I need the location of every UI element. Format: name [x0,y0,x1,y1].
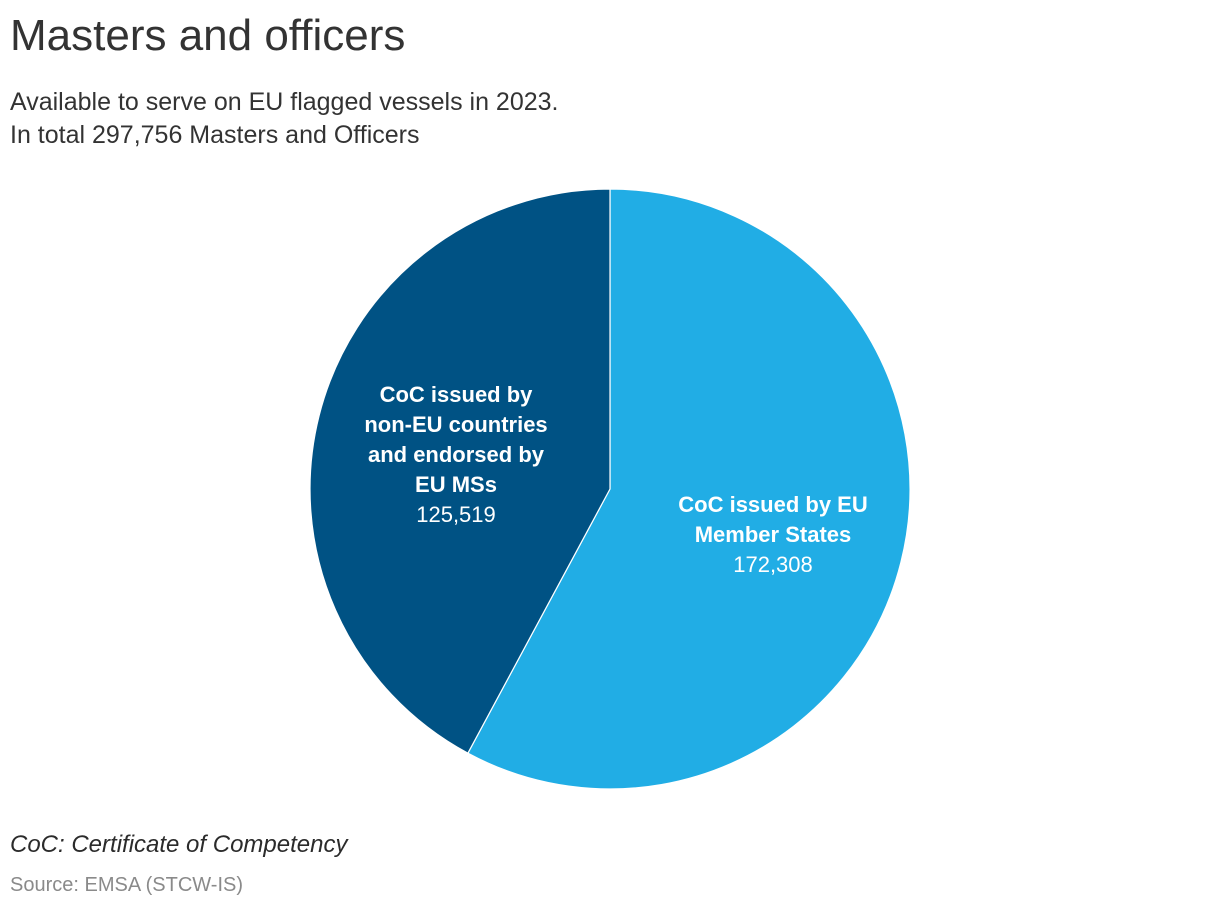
subtitle-line-1: Available to serve on EU flagged vessels… [10,88,559,116]
slice-name-line: EU MSs [415,472,497,497]
pie-slice-label-1: CoC issued by EU Member States 172,308 [678,492,867,577]
slice-name-line: Member States [695,522,852,547]
slice-name-line: CoC issued by [380,382,534,407]
slice-value-label: 172,308 [733,552,813,577]
chart-subtitle: Available to serve on EU flagged vessels… [10,86,559,152]
slice-name-line: and endorsed by [368,442,545,467]
slice-name-line: CoC issued by EU [678,492,867,517]
chart-note: CoC: Certificate of Competency [10,831,348,858]
slice-value-label: 125,519 [416,502,496,527]
subtitle-line-2: In total 297,756 Masters and Officers [10,121,420,149]
pie-slice-2 [309,188,611,755]
pie-slice-1 [467,188,911,790]
chart-title: Masters and officers [10,11,406,60]
chart-source: Source: EMSA (STCW-IS) [10,874,244,896]
slice-name-line: non-EU countries [364,412,547,437]
pie-slice-label-2: CoC issued by non-EU countries and endorse… [364,382,547,527]
